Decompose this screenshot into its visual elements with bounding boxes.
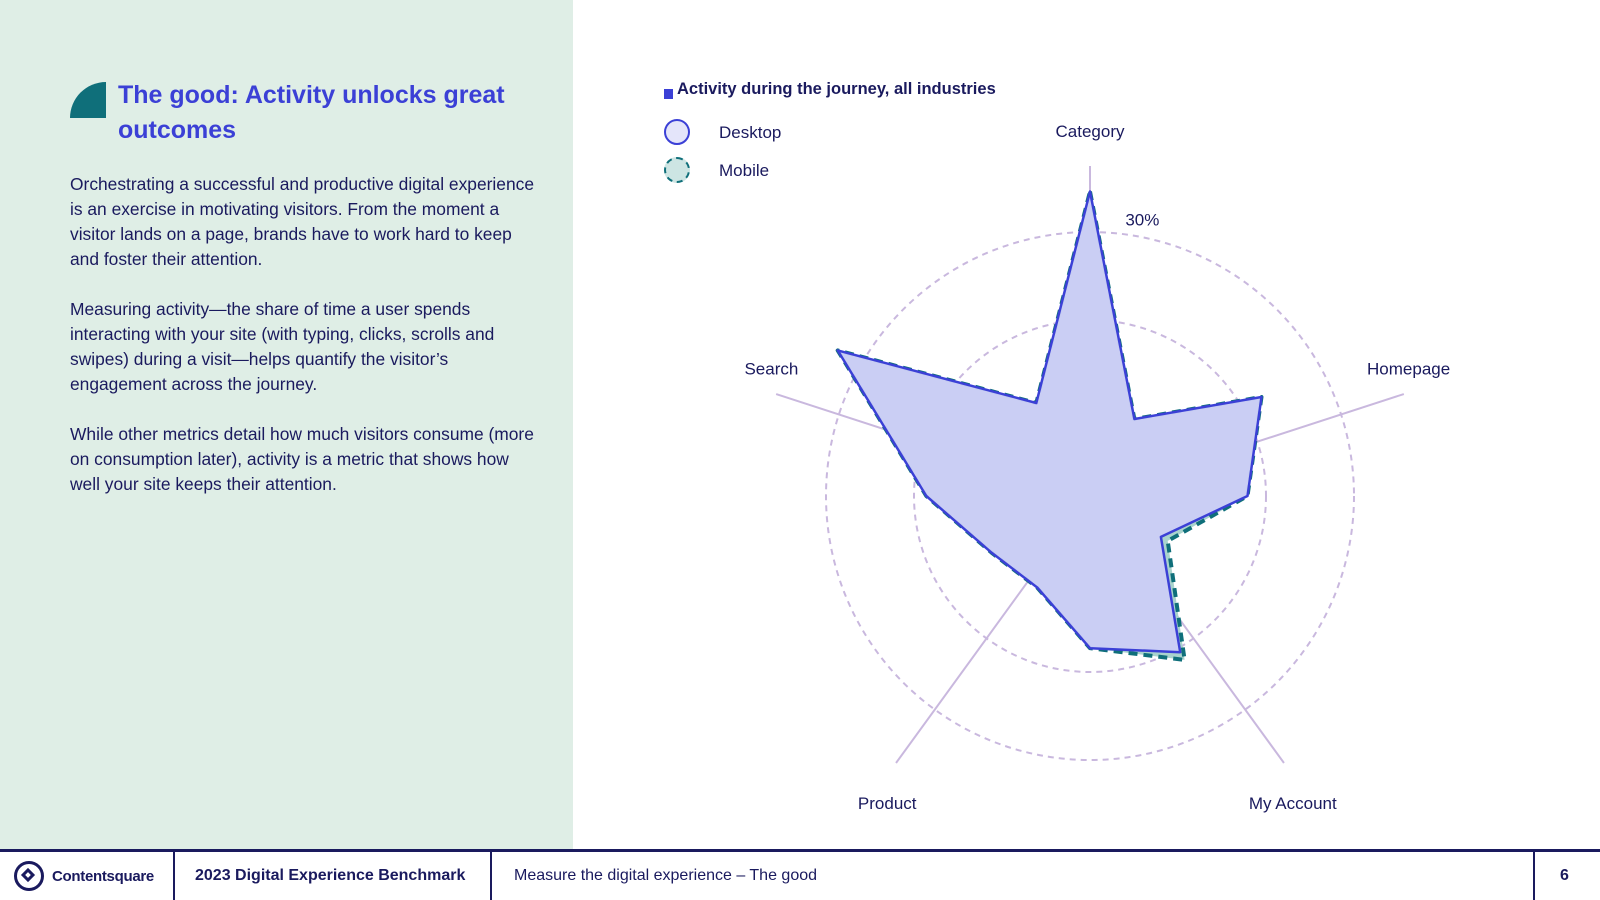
- legend-label-desktop: Desktop: [719, 123, 782, 142]
- footer-divider: [490, 852, 492, 900]
- legend-swatch-mobile: [664, 157, 690, 183]
- left-panel: The good: Activity unlocks great outcome…: [0, 0, 573, 849]
- legend-label-mobile: Mobile: [719, 161, 770, 180]
- chart-title: Activity during the journey, all industr…: [664, 80, 996, 99]
- axis-label-homepage: Homepage: [1367, 359, 1450, 378]
- footer-logo: Contentsquare: [14, 852, 154, 900]
- footer-page-cell: 6: [1560, 852, 1569, 900]
- axis-label-product: Product: [858, 794, 917, 813]
- footer-divider: [1533, 852, 1535, 900]
- axis-label-category: Category: [1056, 122, 1125, 141]
- chart-title-text: Activity during the journey, all industr…: [677, 80, 996, 98]
- chart-title-marker: [664, 89, 673, 99]
- page-title: The good: Activity unlocks great outcome…: [118, 81, 505, 144]
- contentsquare-logo-icon: [14, 861, 44, 891]
- legend-swatch-desktop: [664, 119, 690, 145]
- paragraph-3: While other metrics detail how much visi…: [70, 424, 534, 494]
- footer-logo-text: Contentsquare: [52, 867, 154, 885]
- footer-section-cell: Measure the digital experience – The goo…: [514, 852, 817, 900]
- page-number: 6: [1560, 867, 1569, 884]
- footer-report-cell: 2023 Digital Experience Benchmark: [195, 852, 465, 900]
- series-desktop: [836, 190, 1263, 654]
- axis-label-my-account: My Account: [1249, 794, 1337, 813]
- radar-chart: Category Homepage My Account Product Search 3…: [744, 122, 1450, 813]
- footer-section-title: Measure the digital experience – The goo…: [514, 867, 818, 884]
- axis-label-search: Search: [744, 359, 798, 378]
- paragraph-1: Orchestrating a successful and productiv…: [70, 174, 535, 269]
- footer: Contentsquare 2023 Digital Experience Be…: [0, 849, 1600, 900]
- paragraph-2: Measuring activity—the share of time a u…: [70, 299, 495, 394]
- footer-divider: [173, 852, 175, 900]
- footer-report-title: 2023 Digital Experience Benchmark: [195, 867, 466, 884]
- body-text: Orchestrating a successful and productiv…: [70, 172, 540, 522]
- scale-label: 30%: [1125, 210, 1159, 229]
